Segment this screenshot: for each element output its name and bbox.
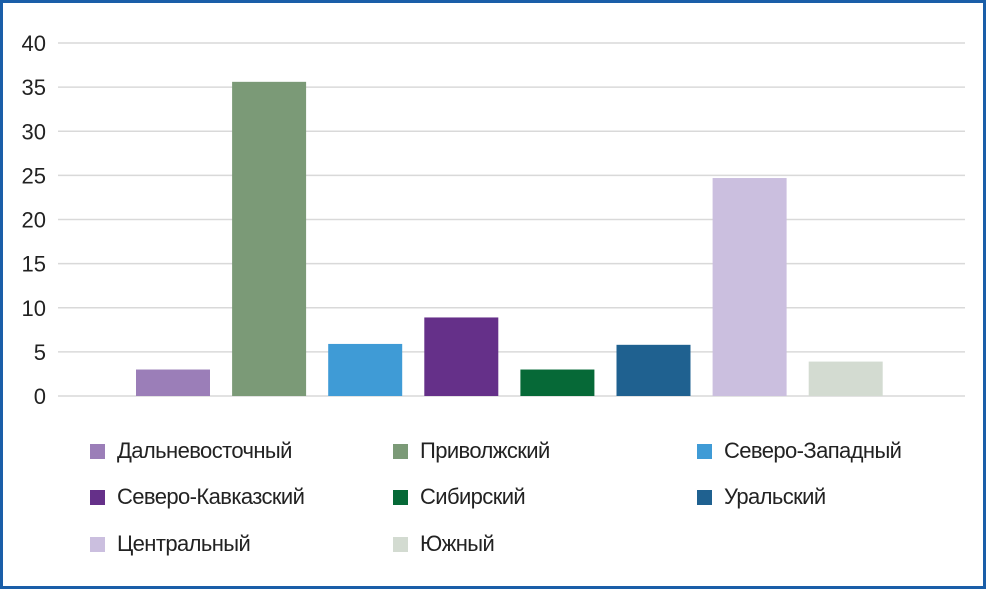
legend-item: Центральный bbox=[90, 529, 251, 559]
legend-item: Южный bbox=[393, 529, 495, 559]
legend-swatch bbox=[393, 536, 408, 552]
legend-item: Уральский bbox=[697, 482, 826, 512]
legend-swatch bbox=[393, 489, 408, 505]
legend-item: Северо-Западный bbox=[697, 436, 902, 466]
legend-swatch bbox=[90, 489, 105, 505]
legend-swatch bbox=[90, 536, 105, 552]
y-tick-label: 30 bbox=[22, 119, 46, 144]
legend-swatch bbox=[697, 443, 712, 459]
legend-swatch bbox=[393, 443, 408, 459]
y-tick-label: 0 bbox=[34, 384, 46, 409]
legend-item: Сибирский bbox=[393, 482, 526, 512]
legend-label: Сибирский bbox=[420, 484, 526, 509]
bar-4 bbox=[424, 317, 499, 396]
bar-2 bbox=[232, 81, 307, 396]
legend-label: Уральский bbox=[724, 484, 826, 509]
legend-item: Приволжский bbox=[393, 436, 550, 466]
legend-label: Северо-Кавказский bbox=[117, 484, 305, 509]
y-tick-label: 40 bbox=[22, 31, 46, 56]
y-tick-label: 25 bbox=[22, 163, 46, 188]
y-tick-label: 15 bbox=[22, 252, 46, 277]
bar-chart: 0 5 10 15 20 25 30 35 40 bbox=[22, 31, 965, 409]
y-tick-label: 20 bbox=[22, 208, 46, 233]
bar-3 bbox=[328, 343, 403, 396]
legend-label: Центральный bbox=[117, 531, 251, 556]
legend-swatch bbox=[90, 443, 105, 459]
bar-7 bbox=[712, 178, 787, 396]
bar-6 bbox=[616, 344, 691, 396]
y-tick-label: 10 bbox=[22, 296, 46, 321]
bar-5 bbox=[520, 369, 595, 396]
legend-label: Приволжский bbox=[420, 438, 550, 463]
legend-label: Дальневосточный bbox=[117, 438, 292, 463]
y-tick-label: 35 bbox=[22, 75, 46, 100]
bar-1 bbox=[136, 369, 210, 396]
legend-item: Северо-Кавказский bbox=[90, 482, 305, 512]
bar-8 bbox=[808, 361, 883, 396]
legend-label: Южный bbox=[420, 531, 495, 556]
legend-label: Северо-Западный bbox=[724, 438, 902, 463]
y-tick-label: 5 bbox=[34, 340, 46, 365]
legend-item: Дальневосточный bbox=[90, 436, 292, 466]
legend-swatch bbox=[697, 489, 712, 505]
